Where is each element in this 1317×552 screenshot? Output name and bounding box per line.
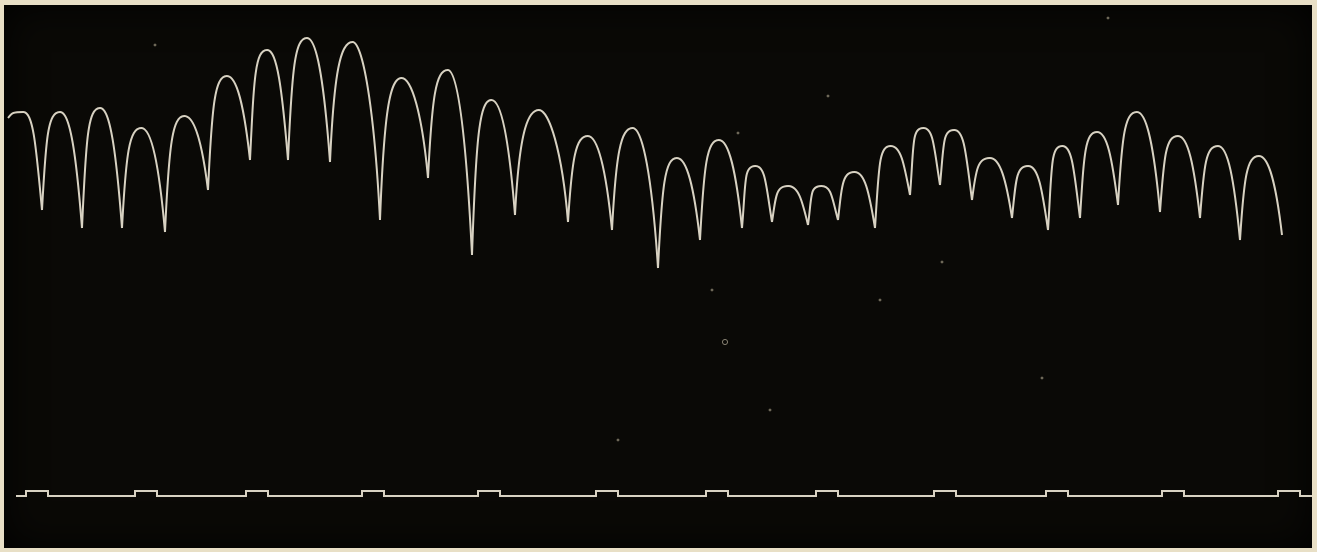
tracing-plate xyxy=(4,5,1312,548)
pulse-beat xyxy=(427,69,473,256)
pulse-beat xyxy=(1117,111,1161,213)
pulse-beat xyxy=(7,111,43,211)
plate-speck xyxy=(616,438,620,442)
pulse-beat xyxy=(909,127,941,196)
pulse-beat xyxy=(807,185,839,226)
pulse-beat xyxy=(567,135,613,231)
plate-specks xyxy=(153,16,1110,442)
pulse-beat xyxy=(1047,145,1081,231)
pulse-beat xyxy=(514,109,569,223)
pulse-beat xyxy=(771,185,809,226)
plate-speck xyxy=(878,298,882,302)
time-signal-line xyxy=(16,490,1312,497)
pulse-beat xyxy=(657,157,701,269)
pulse-beat xyxy=(1199,145,1241,241)
pulse-beat xyxy=(741,165,773,229)
pulse-beat xyxy=(837,171,876,229)
pulse-beat xyxy=(249,49,289,161)
pulse-beat xyxy=(329,41,381,221)
pulse-beat xyxy=(1079,131,1119,219)
plate-speck xyxy=(1040,376,1044,380)
pulse-beat xyxy=(1159,135,1201,219)
plate-speck xyxy=(736,131,740,135)
pulse-beat xyxy=(939,129,973,201)
plate-speck xyxy=(153,43,157,47)
pulse-beat xyxy=(971,157,1013,219)
pulse-beat xyxy=(611,127,659,269)
plate-speck xyxy=(768,408,772,412)
plate-speck xyxy=(826,94,830,98)
pulse-beat xyxy=(207,75,251,191)
pulse-beat xyxy=(1239,155,1283,241)
pulse-beat xyxy=(81,107,123,229)
plate-speck xyxy=(722,339,728,345)
pulse-beat xyxy=(287,37,331,163)
time-marker-trace xyxy=(16,490,1312,497)
pulse-beat xyxy=(699,139,743,241)
pulse-beat xyxy=(164,115,209,233)
plate-speck xyxy=(710,288,714,292)
pulse-beat xyxy=(41,111,83,229)
pulse-beat xyxy=(121,127,166,233)
pulse-beat xyxy=(1011,165,1049,231)
pulse-trace xyxy=(7,37,1283,269)
plate-speck xyxy=(1106,16,1110,20)
pulse-beat xyxy=(874,145,911,229)
pulse-beat xyxy=(379,77,429,221)
pulse-beat xyxy=(471,99,516,256)
plate-speck xyxy=(940,260,944,264)
